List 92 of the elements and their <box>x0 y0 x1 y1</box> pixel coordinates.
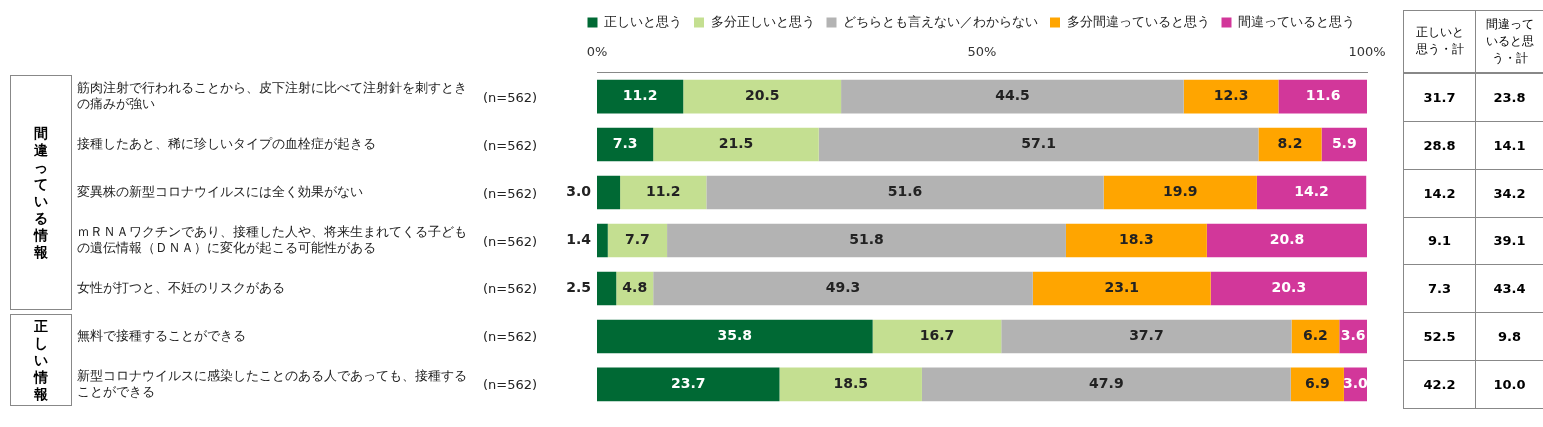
data-label: 11.6 <box>1305 87 1341 104</box>
bar <box>597 175 621 210</box>
bar <box>667 223 1066 258</box>
data-label: 20.5 <box>744 87 780 104</box>
table-cell: 31.7 <box>1403 72 1476 122</box>
y-tick-label: 無料で接種することができる <box>77 327 246 343</box>
data-label: 57.1 <box>1021 135 1056 152</box>
data-label: 3.0 <box>566 183 592 200</box>
legend-label: どちらとも言えない／わからない <box>843 13 1038 29</box>
y-tick-label: ｍＲＮＡワクチンであり、接種した人や、将来生まれてくる子どもの遺伝情報（ＤＮＡ）に変化が起こる可能性がある <box>77 224 467 255</box>
data-label: 21.5 <box>718 135 754 152</box>
bar <box>1256 175 1367 210</box>
legend-label: 多分間違っていると思う <box>1066 13 1210 29</box>
bar <box>597 223 608 258</box>
data-label: 16.7 <box>919 327 955 344</box>
bar <box>841 79 1184 114</box>
data-label: 8.2 <box>1277 135 1303 152</box>
bar <box>653 127 819 162</box>
data-label: 51.6 <box>887 183 923 200</box>
text: (n=562) <box>483 280 538 296</box>
data-label: 49.3 <box>825 279 861 296</box>
legend-label: 間違っていると思う <box>1238 13 1355 29</box>
legend-label: 正しいと思う <box>604 13 682 29</box>
bar <box>779 367 922 402</box>
x-tick-label: 100% <box>1348 44 1386 60</box>
bar <box>818 127 1259 162</box>
data-label: 1.4 <box>566 231 592 248</box>
bar <box>1065 223 1207 258</box>
text: (n=562) <box>483 328 538 344</box>
bar <box>1206 223 1367 258</box>
data-label: 20.8 <box>1269 231 1305 248</box>
data-label: 23.7 <box>670 375 706 392</box>
text: (n=562) <box>483 137 538 153</box>
bar <box>653 271 1033 306</box>
bar <box>1258 127 1322 162</box>
data-label: 44.5 <box>995 87 1030 104</box>
bar <box>683 79 842 114</box>
bar <box>597 79 684 114</box>
text: (n=562) <box>483 376 538 392</box>
bar <box>607 223 668 258</box>
data-label: 7.3 <box>612 135 638 152</box>
data-label: 3.6 <box>1340 327 1366 344</box>
data-label: 37.7 <box>1129 327 1164 344</box>
data-label: 12.3 <box>1213 87 1249 104</box>
bar <box>1001 319 1292 354</box>
data-label: 19.9 <box>1163 183 1198 200</box>
data-label: 20.3 <box>1271 279 1307 296</box>
data-label: 11.2 <box>622 87 658 104</box>
y-tick-label: 新型コロナウイルスに感染したことのある人であっても、接種することができる <box>77 367 467 399</box>
bar <box>620 175 707 210</box>
bar <box>1032 271 1211 306</box>
group-box: 正しい情報 <box>10 314 72 407</box>
data-label: 14.2 <box>1294 183 1329 200</box>
bar <box>597 367 780 402</box>
x-tick-label: 0% <box>586 44 608 60</box>
y-tick-label: 女性が打つと、不妊のリスクがある <box>77 279 285 295</box>
bar <box>1210 271 1367 306</box>
bar <box>1103 175 1257 210</box>
x-tick-label: 50% <box>967 44 997 60</box>
data-label: 11.2 <box>645 183 681 200</box>
y-tick-label: 変異株の新型コロナウイルスには全く効果がない <box>77 183 363 199</box>
text: (n=562) <box>483 185 538 201</box>
data-label: 6.2 <box>1303 327 1328 344</box>
text: (n=562) <box>483 233 538 248</box>
y-tick-label: 接種したあと、稀に珍しいタイプの血栓症が起きる <box>77 135 376 151</box>
y-tick-label: 筋肉注射で行われることから、皮下注射に比べて注射針を刺すときの痛みが強い <box>77 80 467 111</box>
data-label: 35.8 <box>717 327 753 344</box>
text: (n=562) <box>483 89 538 105</box>
data-label: 5.9 <box>1331 135 1357 152</box>
legend-label: 多分正しいと思う <box>710 13 815 29</box>
table-cell: 42.2 <box>1403 360 1476 410</box>
bar <box>1278 79 1367 114</box>
bar <box>872 319 1002 354</box>
table-header: 正しいと思う・計 <box>1403 10 1476 73</box>
bar <box>597 319 873 354</box>
table-header: 間違っていると思う・計 <box>1475 10 1543 73</box>
data-label: 7.7 <box>625 231 650 248</box>
bar <box>597 271 617 306</box>
bar <box>597 127 654 162</box>
data-label: 2.5 <box>566 279 591 296</box>
data-label: 6.9 <box>1304 375 1330 392</box>
bar <box>706 175 1104 210</box>
data-label: 3.0 <box>1343 375 1369 392</box>
data-label: 47.9 <box>1089 375 1124 392</box>
data-label: 51.8 <box>849 231 884 248</box>
data-label: 4.8 <box>622 279 648 296</box>
bar <box>921 367 1291 402</box>
data-label: 23.1 <box>1104 279 1140 296</box>
data-label: 18.3 <box>1119 231 1154 248</box>
data-label: 18.5 <box>833 375 868 392</box>
bar <box>1183 79 1279 114</box>
group-box: 間違っている情報 <box>10 74 72 311</box>
